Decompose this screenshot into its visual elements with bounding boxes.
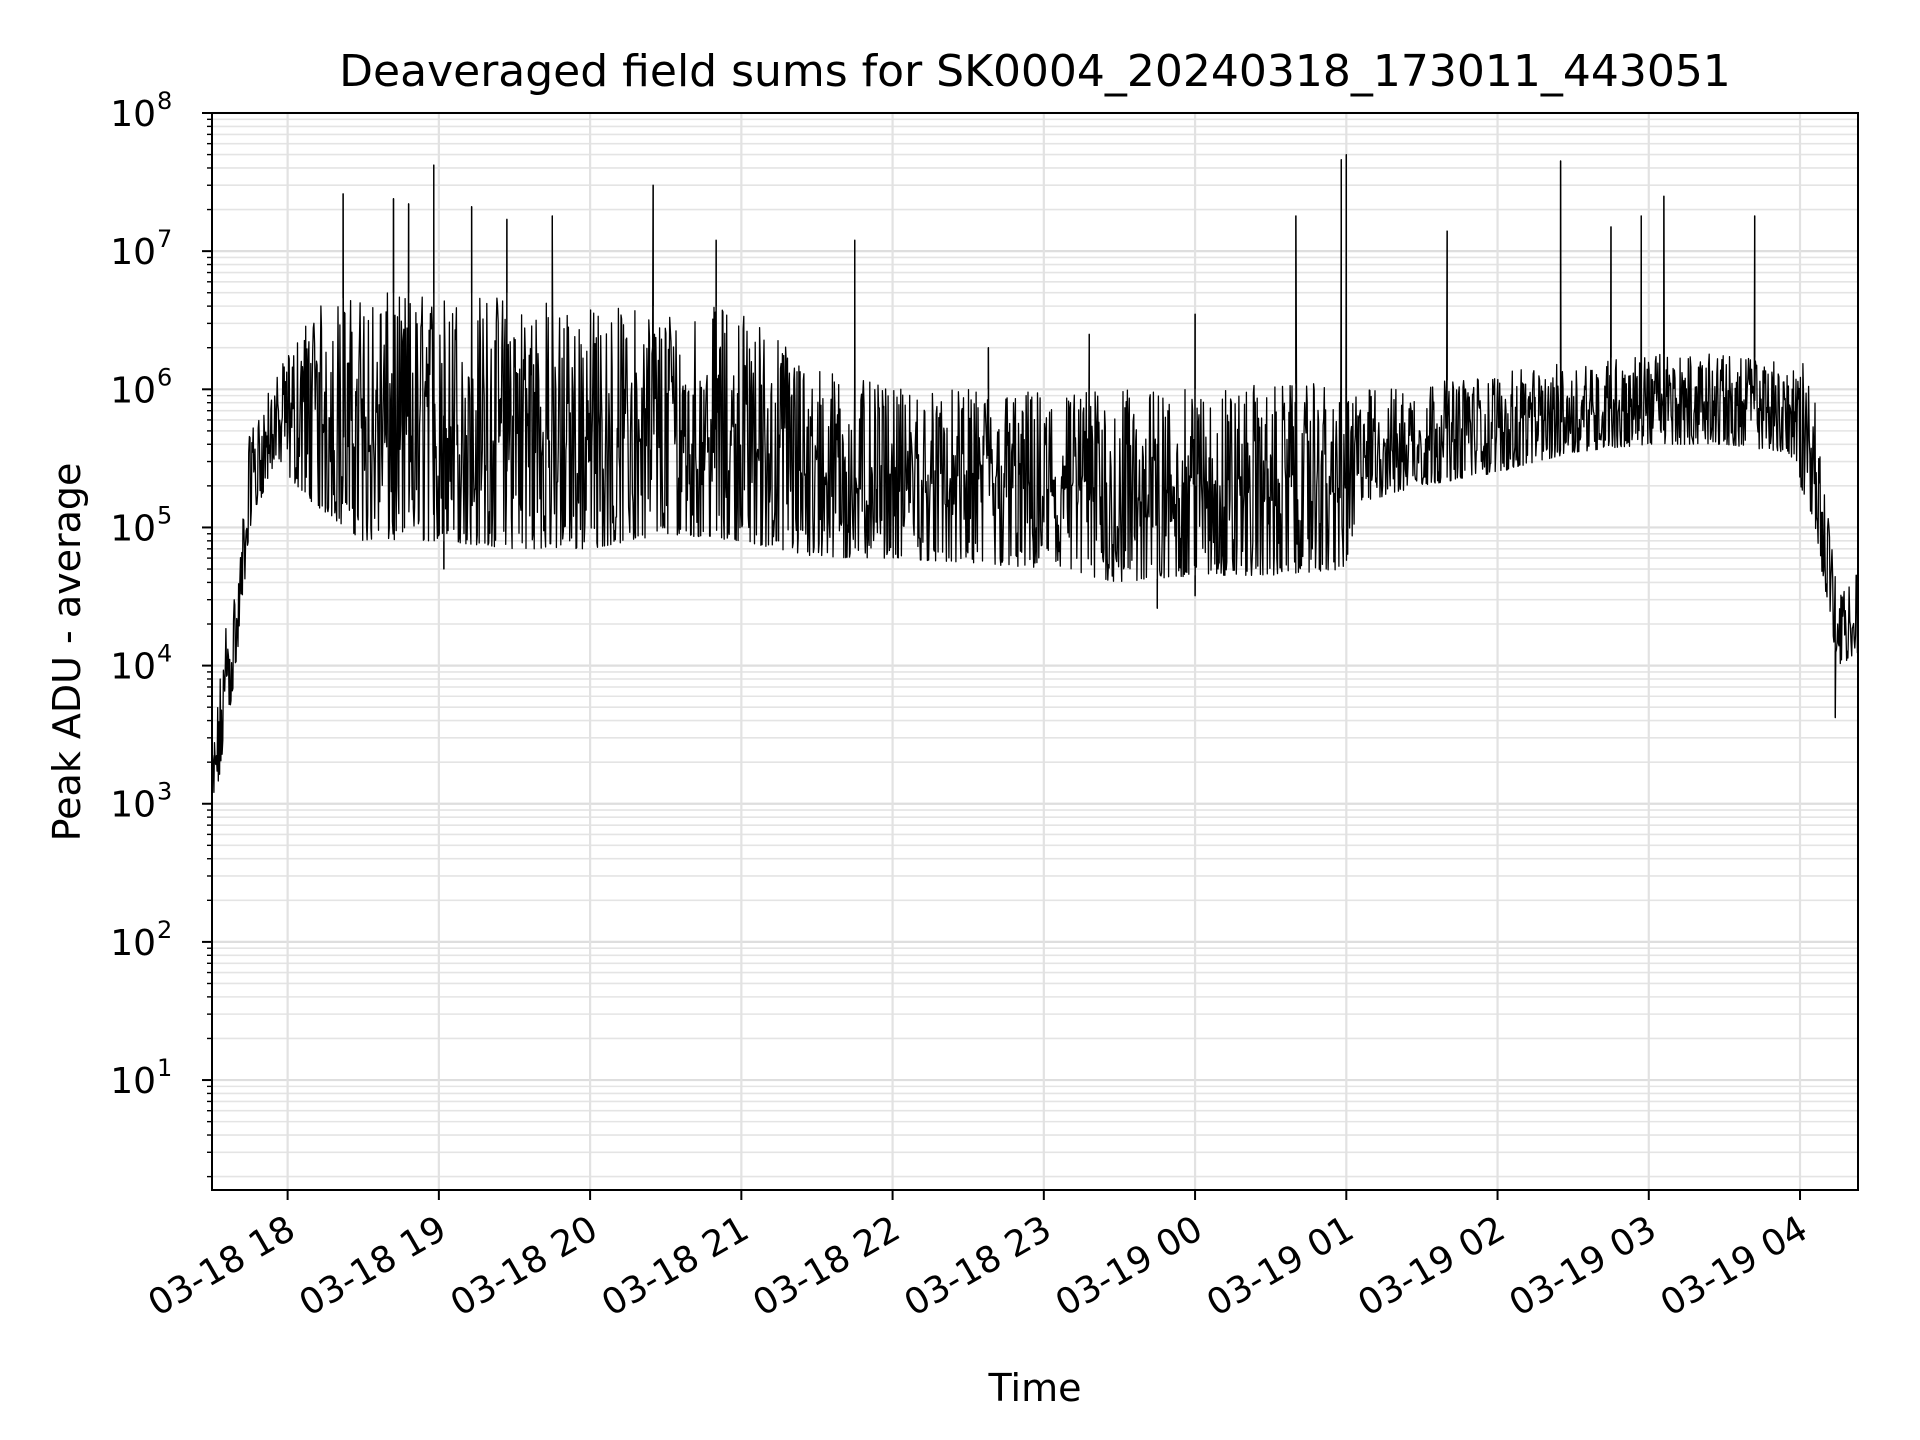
x-axis-label: Time: [988, 1366, 1082, 1410]
y-tick-exponent: 6: [157, 363, 172, 391]
y-tick-label: 10: [110, 647, 156, 688]
y-tick-label: 10: [110, 508, 156, 549]
y-tick-exponent: 1: [157, 1054, 172, 1082]
y-tick-exponent: 3: [157, 778, 172, 806]
y-tick-exponent: 8: [157, 87, 172, 115]
y-tick-label: 10: [110, 232, 156, 273]
y-axis-label: Peak ADU - average: [45, 463, 89, 842]
chart-title: Deaveraged field sums for SK0004_2024031…: [339, 46, 1731, 97]
y-tick-label: 10: [110, 1061, 156, 1102]
y-tick-label: 10: [110, 785, 156, 826]
series-layer: [211, 153, 1859, 796]
y-tick-exponent: 7: [157, 225, 172, 253]
y-tick-label: 10: [110, 94, 156, 135]
y-tick-exponent: 2: [157, 916, 172, 944]
y-tick-label: 10: [110, 370, 156, 411]
y-tick-exponent: 4: [157, 640, 172, 668]
y-tick-label: 10: [110, 923, 156, 964]
plot-area-frame: [211, 112, 1859, 1191]
y-tick-exponent: 5: [157, 501, 172, 529]
series-line: [211, 153, 1859, 796]
